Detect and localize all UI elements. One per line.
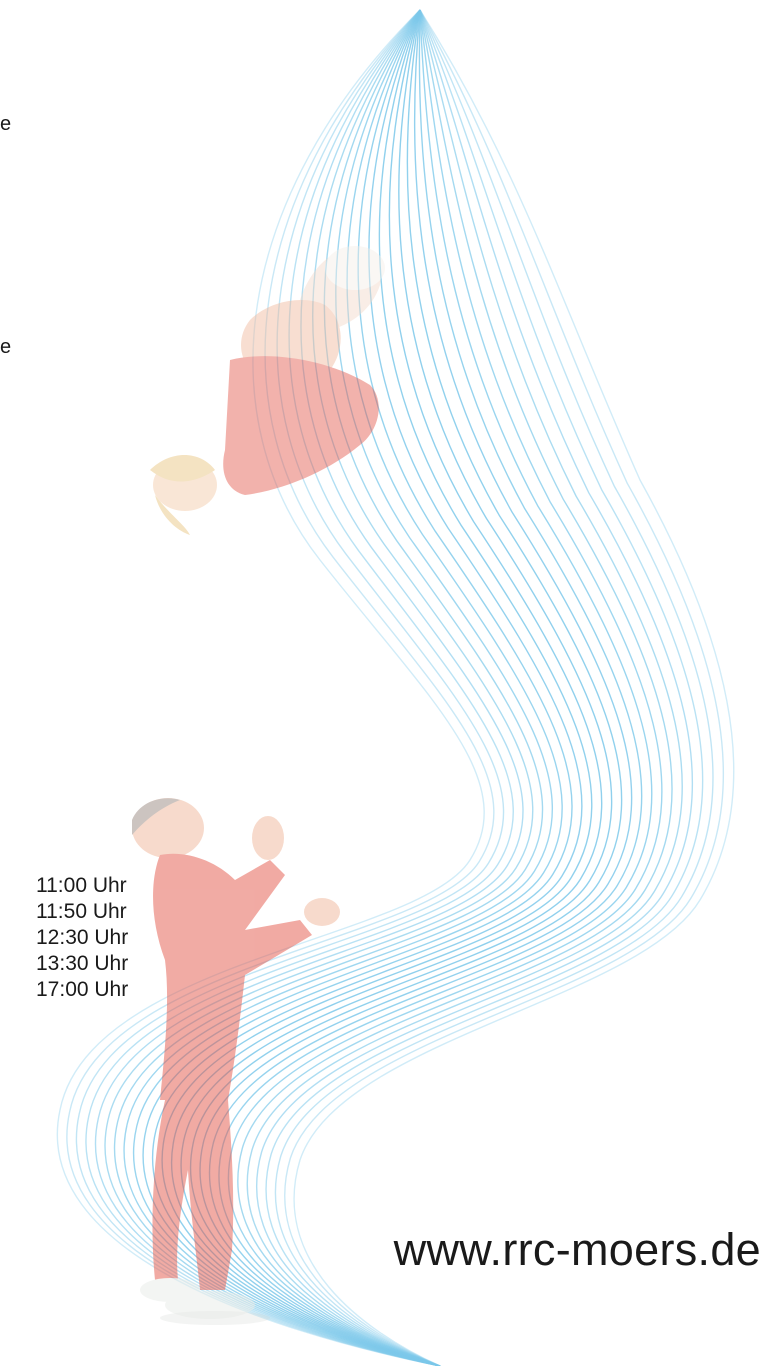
flipping-acrobat-figure [150,246,385,535]
wave-line [246,9,683,1366]
standing-athlete-figure [132,798,340,1325]
wave-line [237,9,673,1366]
schedule-time: 11:00 Uhr [36,874,127,897]
wave-line [76,9,505,1366]
wave-line [104,9,534,1366]
schedule-times-list: 11:00 Uhr 11:50 Uhr 12:30 Uhr 13:30 Uhr … [36,873,128,1003]
wave-line [85,9,514,1366]
schedule-time: 13:30 Uhr [36,952,129,975]
wave-line [255,9,694,1366]
schedule-time: 12:30 Uhr [36,926,129,949]
schedule-time: 11:50 Uhr [36,900,127,923]
wave-line [95,9,524,1366]
wave-line [227,9,663,1366]
cropped-text-fragment: e [0,336,12,358]
wave-line [161,9,593,1366]
cropped-text-fragment: e [0,113,12,135]
wave-line [265,9,704,1366]
wave-line [56,9,485,1366]
wave-line [66,9,495,1366]
wave-line [284,9,725,1366]
wave-line [274,9,714,1366]
wave-line [293,9,735,1366]
wave-line [170,9,603,1366]
wave-line [114,9,544,1366]
website-url[interactable]: www.rrc-moers.de [393,1224,761,1275]
schedule-time: 17:00 Uhr [36,978,129,1001]
